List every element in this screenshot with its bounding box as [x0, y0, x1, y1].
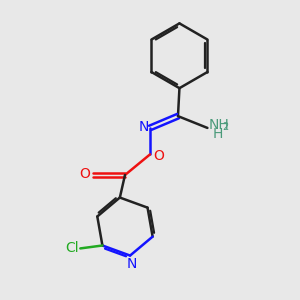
Text: O: O	[153, 149, 164, 163]
Text: H: H	[212, 127, 223, 141]
Text: N: N	[126, 257, 137, 271]
Text: 2: 2	[223, 122, 229, 132]
Text: N: N	[138, 120, 148, 134]
Text: Cl: Cl	[65, 242, 79, 255]
Text: NH: NH	[209, 118, 230, 132]
Text: O: O	[80, 167, 90, 182]
